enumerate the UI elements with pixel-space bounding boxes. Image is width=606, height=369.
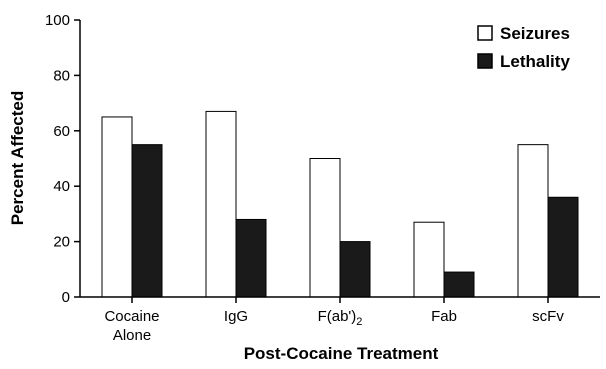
y-tick-label: 20 (53, 234, 70, 251)
bar-lethality (443, 271, 475, 298)
x-tick-label: Fab (431, 308, 457, 325)
legend: Seizures Lethality (477, 24, 570, 71)
y-tick-label: 0 (62, 289, 70, 306)
x-tick-label: F(ab')2 (318, 308, 363, 328)
bar-seizures (517, 144, 549, 298)
y-axis-title: Percent Affected (8, 91, 27, 225)
x-tick-label: Cocaine (104, 308, 159, 325)
y-tick-label: 100 (45, 12, 70, 29)
y-tick-label: 40 (53, 178, 70, 195)
legend-label-lethality: Lethality (500, 52, 570, 71)
x-axis-title: Post-Cocaine Treatment (244, 344, 439, 363)
y-tick-label: 80 (53, 67, 70, 84)
x-tick-label: Alone (113, 327, 151, 344)
legend-label-seizures: Seizures (500, 24, 570, 43)
plot-area (101, 110, 579, 298)
legend-swatch-lethality (477, 53, 493, 69)
x-tick-label: IgG (224, 308, 248, 325)
y-axis: 0 20 40 60 80 100 (45, 12, 81, 306)
legend-swatch-seizures (477, 25, 493, 41)
bar-lethality (131, 144, 163, 298)
y-tick-label: 60 (53, 123, 70, 140)
bar-lethality (547, 196, 579, 298)
x-tick-label: scFv (532, 308, 564, 325)
bar-seizures (205, 110, 237, 298)
x-axis: Cocaine Alone IgG F(ab')2 Fab scFv (80, 296, 600, 344)
bar-lethality (235, 218, 267, 298)
bar-seizures (413, 221, 445, 298)
bar-seizures (101, 116, 133, 298)
bar-seizures (309, 158, 341, 298)
bar-lethality (339, 241, 371, 298)
